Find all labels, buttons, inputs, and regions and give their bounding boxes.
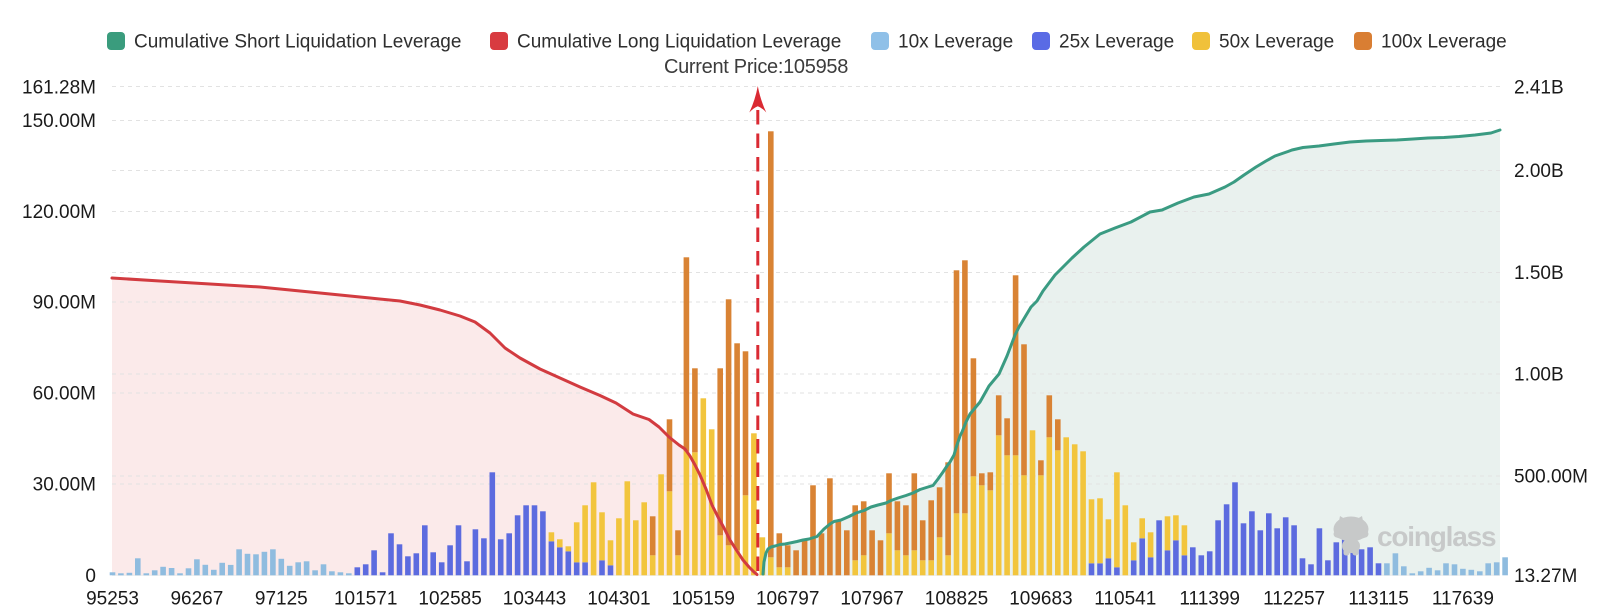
- svg-text:Current Price:105958: Current Price:105958: [664, 56, 848, 78]
- svg-text:107967: 107967: [840, 589, 903, 608]
- svg-text:108825: 108825: [925, 589, 988, 608]
- svg-text:100x Leverage: 100x Leverage: [1381, 32, 1507, 53]
- svg-text:161.28M: 161.28M: [22, 78, 96, 99]
- svg-text:Cumulative Long Liquidation Le: Cumulative Long Liquidation Leverage: [517, 32, 841, 53]
- svg-text:106797: 106797: [756, 589, 819, 608]
- svg-text:101571: 101571: [334, 589, 397, 608]
- svg-text:0: 0: [85, 566, 96, 587]
- svg-text:120.00M: 120.00M: [22, 202, 96, 223]
- svg-text:13.27M: 13.27M: [1514, 566, 1577, 587]
- svg-text:110541: 110541: [1094, 589, 1156, 608]
- svg-text:coinglass: coinglass: [1377, 521, 1496, 552]
- svg-text:25x Leverage: 25x Leverage: [1059, 32, 1174, 53]
- svg-text:500.00M: 500.00M: [1514, 467, 1588, 488]
- svg-text:1.00B: 1.00B: [1514, 365, 1564, 386]
- svg-text:10x Leverage: 10x Leverage: [898, 32, 1013, 53]
- svg-text:50x Leverage: 50x Leverage: [1219, 32, 1334, 53]
- svg-text:Cumulative Short Liquidation L: Cumulative Short Liquidation Leverage: [134, 32, 461, 53]
- svg-text:30.00M: 30.00M: [33, 475, 96, 496]
- svg-text:60.00M: 60.00M: [33, 384, 96, 405]
- svg-text:103443: 103443: [503, 589, 566, 608]
- svg-text:96267: 96267: [170, 589, 223, 608]
- svg-text:102585: 102585: [418, 589, 481, 608]
- svg-text:2.00B: 2.00B: [1514, 161, 1564, 182]
- svg-text:109683: 109683: [1009, 589, 1072, 608]
- svg-text:112257: 112257: [1263, 589, 1325, 608]
- svg-text:1.50B: 1.50B: [1514, 263, 1564, 284]
- svg-text:111399: 111399: [1179, 589, 1240, 608]
- svg-text:104301: 104301: [587, 589, 650, 608]
- svg-text:150.00M: 150.00M: [22, 111, 96, 132]
- svg-text:105159: 105159: [672, 589, 735, 608]
- svg-text:90.00M: 90.00M: [33, 293, 96, 314]
- svg-text:117639: 117639: [1432, 589, 1494, 608]
- svg-text:95253: 95253: [86, 589, 139, 608]
- svg-text:113115: 113115: [1348, 589, 1409, 608]
- svg-text:2.41B: 2.41B: [1514, 78, 1564, 99]
- svg-text:97125: 97125: [255, 589, 308, 608]
